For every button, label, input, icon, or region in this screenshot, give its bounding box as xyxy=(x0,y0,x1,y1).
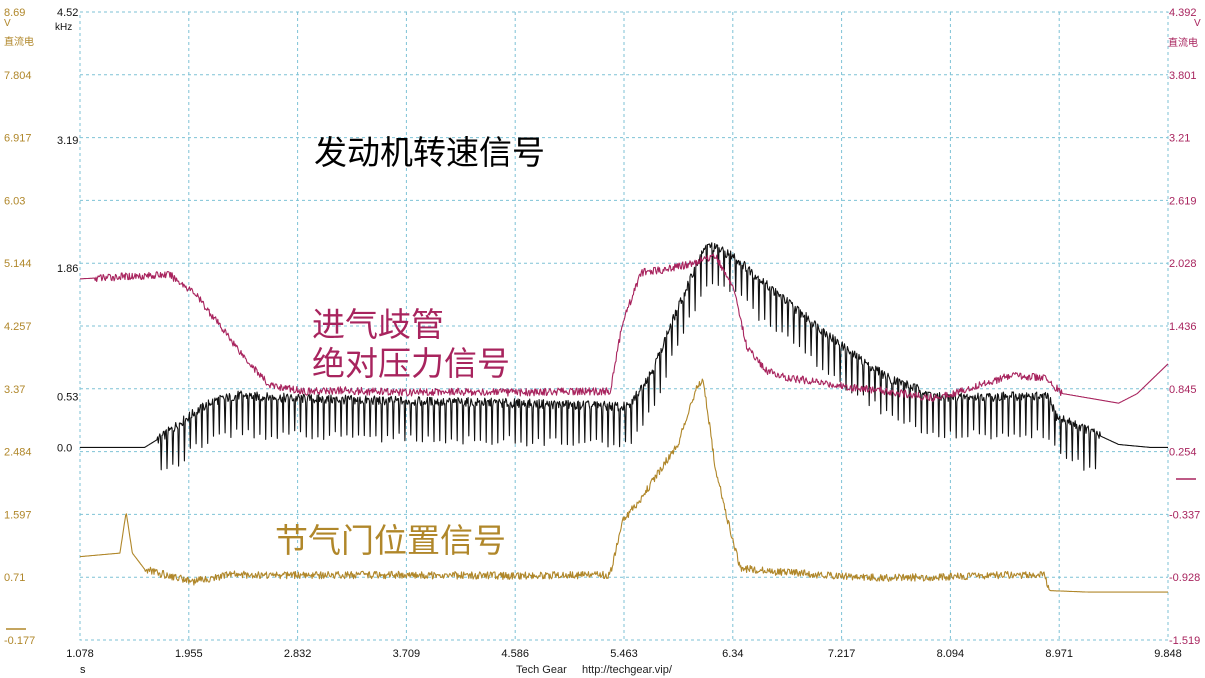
chart-grid xyxy=(79,11,1169,641)
left-voltage-tick-label: 4.257 xyxy=(4,321,32,333)
frequency-tick-label: 4.52 xyxy=(57,7,78,19)
series-line-frequency xyxy=(80,242,1168,471)
left-voltage-tick-label: 3.37 xyxy=(4,384,25,396)
right-voltage-axis: V 直流电 4.392 3.801 3.21 2.619 2.028 1.436 0.845… xyxy=(1168,7,1201,647)
time-axis: 1.078 1.955 2.832 3.709 4.586 5.463 6.34 7.217 8… xyxy=(66,648,1182,676)
right-voltage-tick-label: 2.619 xyxy=(1169,195,1197,207)
time-unit: s xyxy=(80,664,86,676)
right-voltage-unit: V xyxy=(1194,18,1201,29)
time-tick-label: 6.34 xyxy=(722,648,743,660)
left-voltage-tick-label: 1.597 xyxy=(4,509,32,521)
left-voltage-tick-label: 2.484 xyxy=(4,447,32,459)
chart-series-group xyxy=(79,242,1169,593)
left-voltage-tick-label: 6.917 xyxy=(4,133,32,145)
series-line-dc_voltage xyxy=(80,378,1168,593)
right-voltage-tick-label: -1.519 xyxy=(1169,635,1200,647)
time-tick-label: 2.832 xyxy=(284,648,312,660)
time-tick-label: 1.955 xyxy=(175,648,203,660)
time-tick-label: 5.463 xyxy=(610,648,638,660)
time-tick-label: 8.971 xyxy=(1045,648,1073,660)
time-tick-label: 9.848 xyxy=(1154,648,1182,660)
right-voltage-tick-label: -0.928 xyxy=(1169,572,1200,584)
right-voltage-label: 直流电 xyxy=(1168,36,1198,49)
engine-speed-annotation: 发动机转速信号 xyxy=(314,133,545,172)
left-voltage-tick-label: 0.71 xyxy=(4,572,25,584)
left-voltage-axis: V 直流电 8.69 7.804 6.917 6.03 5.144 4.257 3.37 2.… xyxy=(4,7,35,647)
time-tick-label: 7.217 xyxy=(828,648,856,660)
series-line-right_voltage xyxy=(79,253,1169,404)
frequency-tick-label: 0.53 xyxy=(57,391,78,403)
left-voltage-unit: V xyxy=(4,18,11,29)
frequency-unit: kHz xyxy=(55,22,72,33)
right-voltage-tick-label: -0.337 xyxy=(1169,509,1200,521)
right-voltage-tick-label: 3.21 xyxy=(1169,133,1190,145)
time-tick-label: 1.078 xyxy=(66,648,94,660)
footer-url: http://techgear.vip/ xyxy=(582,664,673,676)
left-voltage-tick-label: 7.804 xyxy=(4,70,32,82)
left-voltage-label: 直流电 xyxy=(4,35,34,48)
left-voltage-tick-label: 5.144 xyxy=(4,258,32,270)
right-voltage-tick-label: 2.028 xyxy=(1169,258,1197,270)
right-voltage-tick-label: 0.845 xyxy=(1169,384,1197,396)
left-voltage-tick-label: -0.177 xyxy=(4,635,35,647)
right-voltage-tick-label: 3.801 xyxy=(1169,70,1197,82)
frequency-tick-label: 3.19 xyxy=(57,135,78,147)
frequency-axis: kHz 4.52 3.19 1.86 0.53 0.0 xyxy=(55,7,78,454)
map-annotation-line2: 绝对压力信号 xyxy=(312,344,510,383)
right-voltage-tick-label: 4.392 xyxy=(1169,7,1197,19)
left-voltage-tick-label: 6.03 xyxy=(4,195,25,207)
time-tick-label: 4.586 xyxy=(501,648,529,660)
footer-brand: Tech Gear xyxy=(516,664,567,676)
frequency-tick-label: 0.0 xyxy=(57,442,72,454)
map-annotation-line1: 进气歧管 xyxy=(312,305,444,344)
left-voltage-tick-label: 8.69 xyxy=(4,7,25,19)
right-voltage-tick-label: 0.254 xyxy=(1169,447,1197,459)
time-tick-label: 8.094 xyxy=(937,648,965,660)
time-tick-label: 3.709 xyxy=(393,648,421,660)
frequency-tick-label: 1.86 xyxy=(57,263,78,275)
throttle-annotation: 节气门位置信号 xyxy=(275,521,506,560)
right-voltage-tick-label: 1.436 xyxy=(1169,321,1197,333)
